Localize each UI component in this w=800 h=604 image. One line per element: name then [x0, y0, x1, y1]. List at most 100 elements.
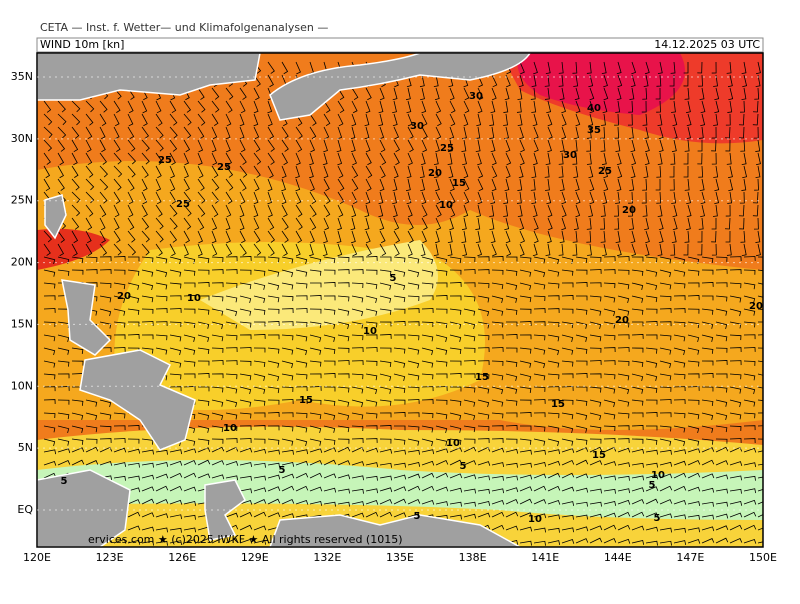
wind-barb: [365, 165, 373, 179]
wind-barb: [267, 152, 275, 165]
wind-barb: [379, 139, 386, 153]
wind-barb: [393, 269, 406, 277]
wind-barb: [309, 373, 322, 379]
wind-barb: [85, 399, 98, 407]
wind-barb: [155, 334, 168, 341]
wind-barb: [712, 204, 718, 217]
wind-barb: [491, 462, 505, 468]
wind-barb: [659, 334, 672, 341]
wind-barb: [379, 295, 392, 303]
wind-barb: [169, 282, 182, 289]
wind-barb: [281, 295, 294, 302]
wind-barb: [421, 282, 434, 289]
wind-barb: [407, 243, 413, 257]
wind-barb: [379, 230, 386, 244]
wind-barb: [743, 321, 756, 328]
wind-barb: [630, 230, 636, 244]
wind-barb: [575, 412, 588, 420]
wind-barb: [659, 473, 673, 479]
wind-barb: [239, 321, 252, 328]
wind-barb: [183, 501, 197, 506]
wind-barb: [351, 334, 364, 341]
wind-barb: [659, 256, 672, 264]
wind-barb: [449, 459, 463, 466]
wind-barb: [239, 334, 252, 340]
wind-barb: [281, 360, 294, 369]
wind-barb: [309, 501, 323, 506]
wind-barb: [561, 204, 567, 218]
wind-barb: [295, 217, 303, 230]
wind-barb: [85, 165, 94, 178]
contour-label: 5: [654, 513, 661, 524]
wind-barb: [127, 269, 140, 276]
wind-barb: [405, 178, 411, 192]
wind-barb: [253, 499, 267, 505]
wind-barb: [687, 334, 700, 343]
wind-barb: [575, 399, 588, 406]
wind-barb: [113, 269, 126, 275]
wind-barb: [421, 485, 435, 492]
map-frame: [36, 52, 764, 548]
wind-barb: [225, 204, 232, 218]
wind-barb: [197, 447, 211, 453]
wind-barb: [239, 243, 247, 256]
wind-barb: [505, 269, 518, 276]
wind-barb: [629, 87, 635, 100]
wind-barb: [490, 139, 496, 153]
wind-barb: [642, 87, 648, 100]
wind-barb: [657, 204, 663, 218]
wind-barb: [463, 399, 476, 407]
wind-barb: [729, 334, 742, 341]
wind-barb: [239, 373, 252, 381]
wind-barb: [505, 475, 519, 481]
wind-barb: [435, 459, 449, 466]
wind-barb: [267, 139, 275, 152]
wind-barb: [420, 87, 425, 101]
wind-barb: [43, 438, 56, 447]
wind-barb: [617, 165, 623, 179]
wind-barb: [281, 282, 294, 290]
wind-barb: [476, 113, 482, 127]
wind-barb: [43, 152, 51, 165]
wind-barb: [197, 386, 210, 392]
wind-barb: [43, 282, 56, 289]
wind-barb: [71, 217, 80, 230]
wind-barb: [754, 178, 759, 191]
wind-barb: [645, 282, 658, 291]
wind-barb: [561, 269, 574, 276]
wind-barb: [225, 334, 238, 341]
wind-barb: [57, 113, 67, 126]
wind-barb: [449, 217, 454, 231]
lon-label: 123E: [96, 551, 124, 564]
wind-barb: [645, 373, 658, 381]
wind-barb: [547, 217, 553, 231]
wind-barb: [43, 256, 56, 265]
wind-barb: [603, 425, 616, 431]
wind-barb: [211, 113, 219, 126]
contour-label: 10: [446, 438, 460, 449]
wind-barb: [169, 527, 182, 533]
wind-barb: [617, 399, 630, 407]
lat-label: 30N: [11, 132, 33, 145]
wind-barb: [113, 256, 126, 261]
wind-barb: [743, 425, 756, 431]
wind-barb: [518, 165, 524, 179]
wind-barb: [211, 295, 224, 302]
wind-barb: [447, 230, 453, 244]
wind-barb: [701, 295, 714, 301]
wind-barb: [673, 540, 687, 545]
wind-barb: [183, 347, 196, 355]
wind-barb: [267, 449, 280, 455]
wind-barb: [615, 139, 621, 152]
wind-barb: [630, 165, 636, 179]
wind-barb: [669, 87, 675, 100]
wind-barb: [421, 191, 427, 205]
wind-barb: [57, 373, 70, 379]
wind-barb: [656, 191, 662, 204]
wind-barb: [728, 178, 734, 192]
wind-barb: [155, 243, 163, 256]
wind-barb: [701, 447, 715, 453]
wind-barb: [533, 438, 546, 446]
wind-barb: [575, 526, 589, 532]
wind-barb: [449, 412, 462, 420]
